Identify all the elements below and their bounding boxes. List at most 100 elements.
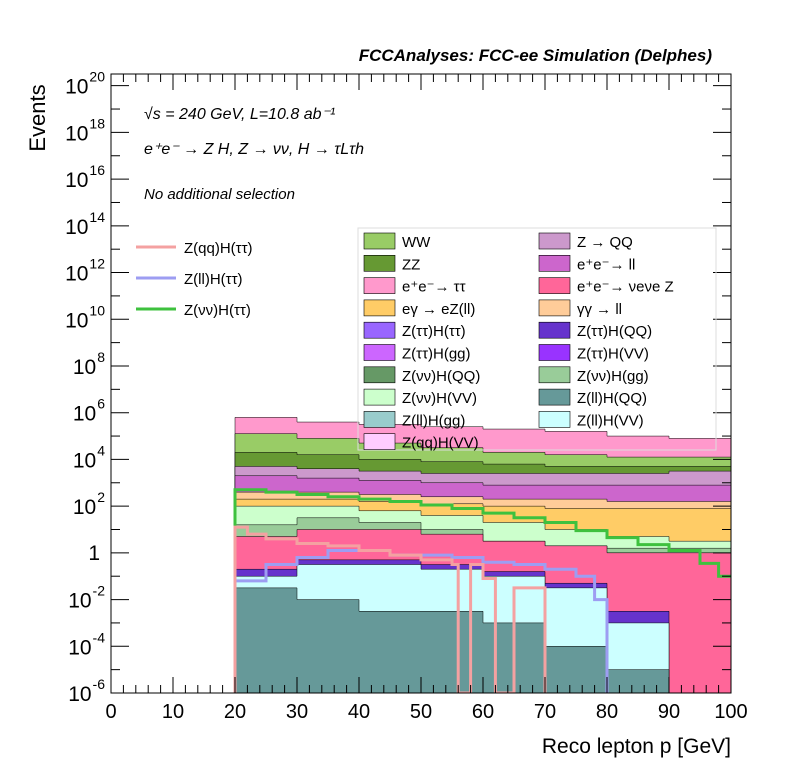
y-tick-base: 10: [65, 76, 88, 99]
y-tick-label-12: -410: [68, 629, 105, 659]
legend-label-1: Z → QQ: [577, 234, 633, 251]
y-tick-label-7: 610: [73, 396, 105, 426]
y-tick-exp: 10: [89, 302, 105, 318]
annotation-energy: √s = 240 GeV, L=10.8 ab⁻¹: [144, 106, 335, 123]
y-tick-exp: -2: [93, 583, 106, 599]
background-legend-frame: [357, 227, 717, 451]
legend-label-9: Z(ττ)H(QQ): [577, 323, 652, 340]
y-tick-exp: 20: [89, 69, 105, 85]
x-tick-label-6: 60: [472, 701, 494, 723]
legend-label-11: Z(ττ)H(VV): [577, 346, 649, 363]
legend-swatch-14: [363, 388, 396, 406]
legend-label-17: Z(ll)H(VV): [577, 412, 644, 429]
legend-swatch-13: [538, 366, 571, 384]
legend-label-16: Z(ll)H(gg): [402, 412, 465, 429]
y-tick-label-8: 410: [73, 442, 105, 472]
legend-label-15: Z(ll)H(QQ): [577, 390, 647, 407]
y-tick-base: 10: [68, 590, 91, 613]
y-tick-base: 10: [65, 122, 88, 145]
legend-label-2: ZZ: [402, 256, 420, 273]
legend-label-7: γγ → ll: [577, 301, 622, 318]
legend-label-4: e⁺e⁻→ ττ: [402, 279, 466, 296]
legend-swatch-2: [363, 255, 396, 272]
signal-legend-label-0: Z(qq)H(ττ): [184, 240, 253, 257]
y-tick-base: 1: [88, 542, 100, 565]
y-tick-base: 10: [65, 263, 88, 286]
legend-swatch-15: [538, 388, 571, 406]
legend-swatch-10: [363, 344, 396, 361]
legend-label-12: Z(νν)H(QQ): [402, 368, 480, 385]
y-tick-base: 10: [65, 309, 88, 332]
signal-legend-label-2: Z(νν)H(ττ): [184, 302, 251, 319]
legend-label-8: Z(ττ)H(ττ): [402, 323, 466, 340]
legend-label-14: Z(νν)H(VV): [402, 390, 477, 407]
legend-swatch-18: [363, 433, 396, 451]
legend-label-6: eγ → eZ(ll): [402, 301, 475, 318]
y-tick-exp: 16: [89, 162, 105, 178]
y-tick-exp: 12: [89, 256, 105, 272]
legend-label-5: e⁺e⁻→ νeνe Z: [577, 279, 674, 296]
y-tick-base: 10: [68, 683, 91, 706]
y-tick-base: 10: [65, 216, 88, 239]
background-legend: WW Z → QQ ZZ e⁺e⁻→ ll e⁺e⁻→ ττ e⁺e⁻→ νeνe Z eγ…: [363, 232, 674, 452]
legend-swatch-9: [538, 321, 571, 339]
legend-label-18: Z(qq)H(VV): [402, 435, 479, 452]
signal-legend: Z(qq)H(ττ) Z(ll)H(ττ) Z(νν)H(ττ): [136, 240, 253, 319]
y-tick-exp: 8: [97, 349, 105, 365]
signal-lines-group: [233, 488, 731, 693]
stack-group: [234, 417, 731, 693]
x-tick-label-4: 40: [348, 701, 370, 723]
y-tick-base: 10: [73, 449, 96, 472]
header-title: FCCAnalyses: FCC-ee Simulation (Delphes): [359, 46, 713, 65]
signal-line-2: [233, 525, 547, 693]
y-tick-label-11: -210: [68, 583, 105, 613]
legend-swatch-6: [363, 299, 396, 317]
legend-swatch-16: [363, 411, 396, 428]
x-tick-label-10: 100: [714, 701, 747, 723]
y-tick-base: 10: [65, 169, 88, 192]
signal-line-1: [233, 549, 609, 693]
legend-swatch-0: [363, 232, 396, 250]
x-tick-label-5: 50: [410, 701, 432, 723]
legend-swatch-4: [363, 277, 396, 294]
y-tick-label-13: -610: [68, 676, 105, 706]
y-tick-exp: 14: [89, 209, 105, 225]
annotation-process: e⁺e⁻ → Z H, Z → νν, H → τLτh: [144, 141, 364, 158]
x-axis-title: Reco lepton p [GeV]: [542, 735, 731, 758]
axis-ticks-group: [110, 74, 732, 694]
x-tick-label-2: 20: [224, 701, 246, 723]
y-tick-base: 10: [73, 496, 96, 519]
y-tick-exp: 2: [97, 489, 105, 505]
y-tick-base: 10: [73, 403, 96, 426]
x-tick-label-1: 10: [162, 701, 184, 723]
x-tick-label-0: 0: [105, 701, 116, 723]
y-tick-label-9: 210: [73, 489, 105, 519]
x-tick-label-9: 90: [658, 701, 680, 723]
y-tick-label-6: 810: [73, 349, 105, 379]
annotation-selection: No additional selection: [144, 186, 295, 203]
y-tick-base: 10: [68, 636, 91, 659]
legend-swatch-7: [538, 299, 571, 317]
y-tick-exp: 6: [97, 396, 105, 412]
x-tick-label-3: 30: [286, 701, 308, 723]
legend-swatch-12: [363, 366, 396, 384]
y-tick-exp: -6: [93, 676, 106, 692]
y-tick-base: 10: [73, 356, 96, 379]
signal-legend-label-1: Z(ll)H(ττ): [184, 271, 243, 288]
legend-label-0: WW: [402, 234, 431, 251]
legend-swatch-3: [538, 255, 571, 272]
y-tick-exp: 18: [89, 115, 105, 131]
legend-swatch-17: [538, 411, 571, 428]
y-tick-exp: -4: [93, 629, 106, 645]
y-tick-exp: 4: [97, 442, 105, 458]
legend-label-10: Z(ττ)H(gg): [402, 346, 471, 363]
legend-label-3: e⁺e⁻→ ll: [577, 256, 635, 273]
legend-swatch-8: [363, 321, 396, 339]
x-tick-label-7: 70: [534, 701, 556, 723]
